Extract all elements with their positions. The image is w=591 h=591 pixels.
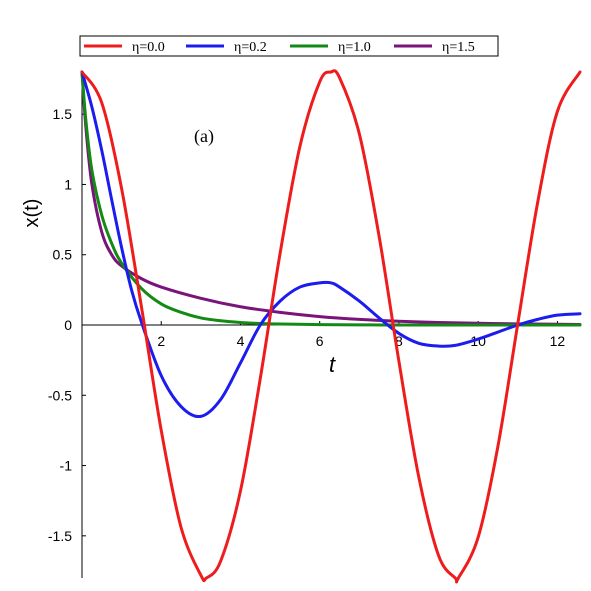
y-tick-label: 1.5 bbox=[53, 106, 73, 122]
series-line-3 bbox=[80, 70, 582, 327]
y-tick-label: 0 bbox=[64, 317, 72, 333]
y-axis-label: x(t) bbox=[21, 199, 43, 228]
x-tick-label: 6 bbox=[316, 333, 324, 349]
legend-label: η=1.5 bbox=[442, 40, 475, 55]
panel-annotation: (a) bbox=[194, 126, 214, 147]
y-tick-label: 1 bbox=[64, 176, 72, 192]
legend-box bbox=[79, 35, 499, 57]
y-tick-label: -1.5 bbox=[48, 528, 72, 544]
legend-item: η=0.2 bbox=[186, 40, 267, 55]
legend-label: η=1.0 bbox=[338, 40, 371, 55]
legend-item: η=1.5 bbox=[394, 40, 475, 55]
y-tick-label: 0.5 bbox=[53, 247, 73, 263]
legend-item: η=0.0 bbox=[84, 40, 165, 55]
x-tick-label: 2 bbox=[157, 333, 165, 349]
legend-items: η=0.0 η=0.2 η=1.0 η=1.5 bbox=[84, 40, 475, 55]
x-axis-label: t bbox=[329, 352, 336, 377]
series-line-1 bbox=[80, 69, 582, 584]
y-tick-label: -1 bbox=[60, 458, 73, 474]
legend-label: η=0.0 bbox=[132, 40, 165, 55]
series-line-2 bbox=[80, 70, 582, 419]
legend-item: η=1.0 bbox=[290, 40, 371, 55]
series-line-4 bbox=[80, 70, 582, 326]
x-tick-label: 4 bbox=[237, 333, 245, 349]
x-tick-label: 12 bbox=[550, 333, 566, 349]
y-tick-label: -0.5 bbox=[48, 387, 72, 403]
legend-label: η=0.2 bbox=[234, 40, 267, 55]
series-layer bbox=[80, 69, 582, 584]
x-tick-label: 8 bbox=[395, 333, 403, 349]
legend: η=0.0 η=0.2 η=1.0 η=1.5 bbox=[79, 35, 499, 57]
